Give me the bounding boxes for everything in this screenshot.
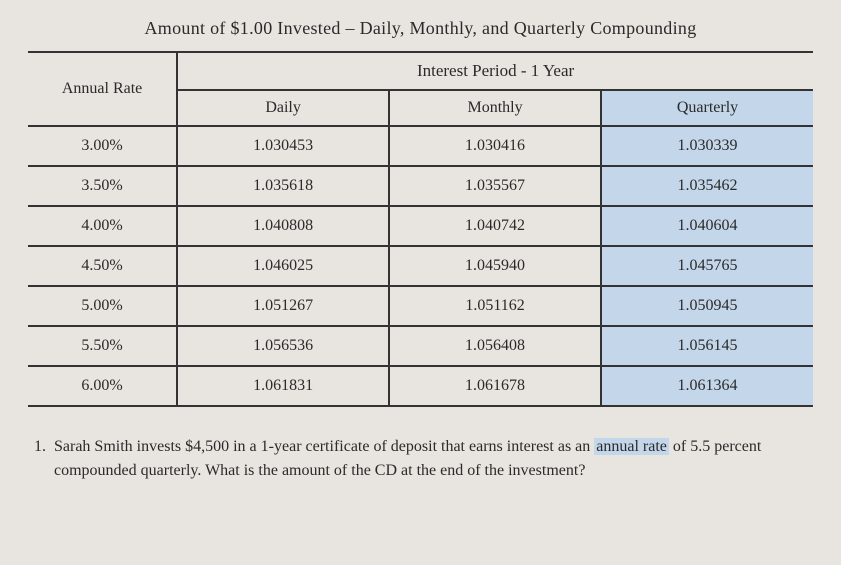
cell-monthly: 1.051162 bbox=[389, 286, 601, 326]
cell-monthly: 1.035567 bbox=[389, 166, 601, 206]
cell-rate: 5.50% bbox=[28, 326, 177, 366]
period-header: Interest Period - 1 Year bbox=[177, 52, 813, 90]
question-1: 1. Sarah Smith invests $4,500 in a 1-year… bbox=[28, 435, 813, 483]
cell-rate: 5.00% bbox=[28, 286, 177, 326]
column-header-daily: Daily bbox=[177, 90, 389, 126]
column-header-quarterly: Quarterly bbox=[601, 90, 813, 126]
table-row: 4.50%1.0460251.0459401.045765 bbox=[28, 246, 813, 286]
table-row: 4.00%1.0408081.0407421.040604 bbox=[28, 206, 813, 246]
cell-monthly: 1.061678 bbox=[389, 366, 601, 406]
question-number: 1. bbox=[34, 438, 46, 455]
cell-rate: 3.00% bbox=[28, 126, 177, 166]
cell-daily: 1.051267 bbox=[177, 286, 389, 326]
cell-daily: 1.061831 bbox=[177, 366, 389, 406]
table-row: 6.00%1.0618311.0616781.061364 bbox=[28, 366, 813, 406]
cell-daily: 1.056536 bbox=[177, 326, 389, 366]
cell-quarterly: 1.056145 bbox=[601, 326, 813, 366]
question-highlight: annual rate bbox=[594, 438, 669, 455]
cell-quarterly: 1.045765 bbox=[601, 246, 813, 286]
cell-rate: 4.50% bbox=[28, 246, 177, 286]
cell-quarterly: 1.030339 bbox=[601, 126, 813, 166]
cell-daily: 1.035618 bbox=[177, 166, 389, 206]
table-body: 3.00%1.0304531.0304161.0303393.50%1.0356… bbox=[28, 126, 813, 406]
cell-daily: 1.040808 bbox=[177, 206, 389, 246]
cell-rate: 4.00% bbox=[28, 206, 177, 246]
cell-quarterly: 1.035462 bbox=[601, 166, 813, 206]
cell-monthly: 1.030416 bbox=[389, 126, 601, 166]
compound-interest-table: Annual Rate Interest Period - 1 Year Dai… bbox=[28, 51, 813, 407]
page-title: Amount of $1.00 Invested – Daily, Monthl… bbox=[28, 18, 813, 39]
cell-monthly: 1.056408 bbox=[389, 326, 601, 366]
cell-daily: 1.046025 bbox=[177, 246, 389, 286]
cell-rate: 6.00% bbox=[28, 366, 177, 406]
rate-header: Annual Rate bbox=[28, 52, 177, 126]
cell-quarterly: 1.061364 bbox=[601, 366, 813, 406]
table-row: 3.00%1.0304531.0304161.030339 bbox=[28, 126, 813, 166]
table-row: 5.50%1.0565361.0564081.056145 bbox=[28, 326, 813, 366]
cell-daily: 1.030453 bbox=[177, 126, 389, 166]
question-text-before: Sarah Smith invests $4,500 in a 1-year c… bbox=[54, 438, 594, 455]
cell-quarterly: 1.050945 bbox=[601, 286, 813, 326]
cell-monthly: 1.045940 bbox=[389, 246, 601, 286]
cell-quarterly: 1.040604 bbox=[601, 206, 813, 246]
table-row: 5.00%1.0512671.0511621.050945 bbox=[28, 286, 813, 326]
cell-monthly: 1.040742 bbox=[389, 206, 601, 246]
cell-rate: 3.50% bbox=[28, 166, 177, 206]
table-row: 3.50%1.0356181.0355671.035462 bbox=[28, 166, 813, 206]
column-header-monthly: Monthly bbox=[389, 90, 601, 126]
